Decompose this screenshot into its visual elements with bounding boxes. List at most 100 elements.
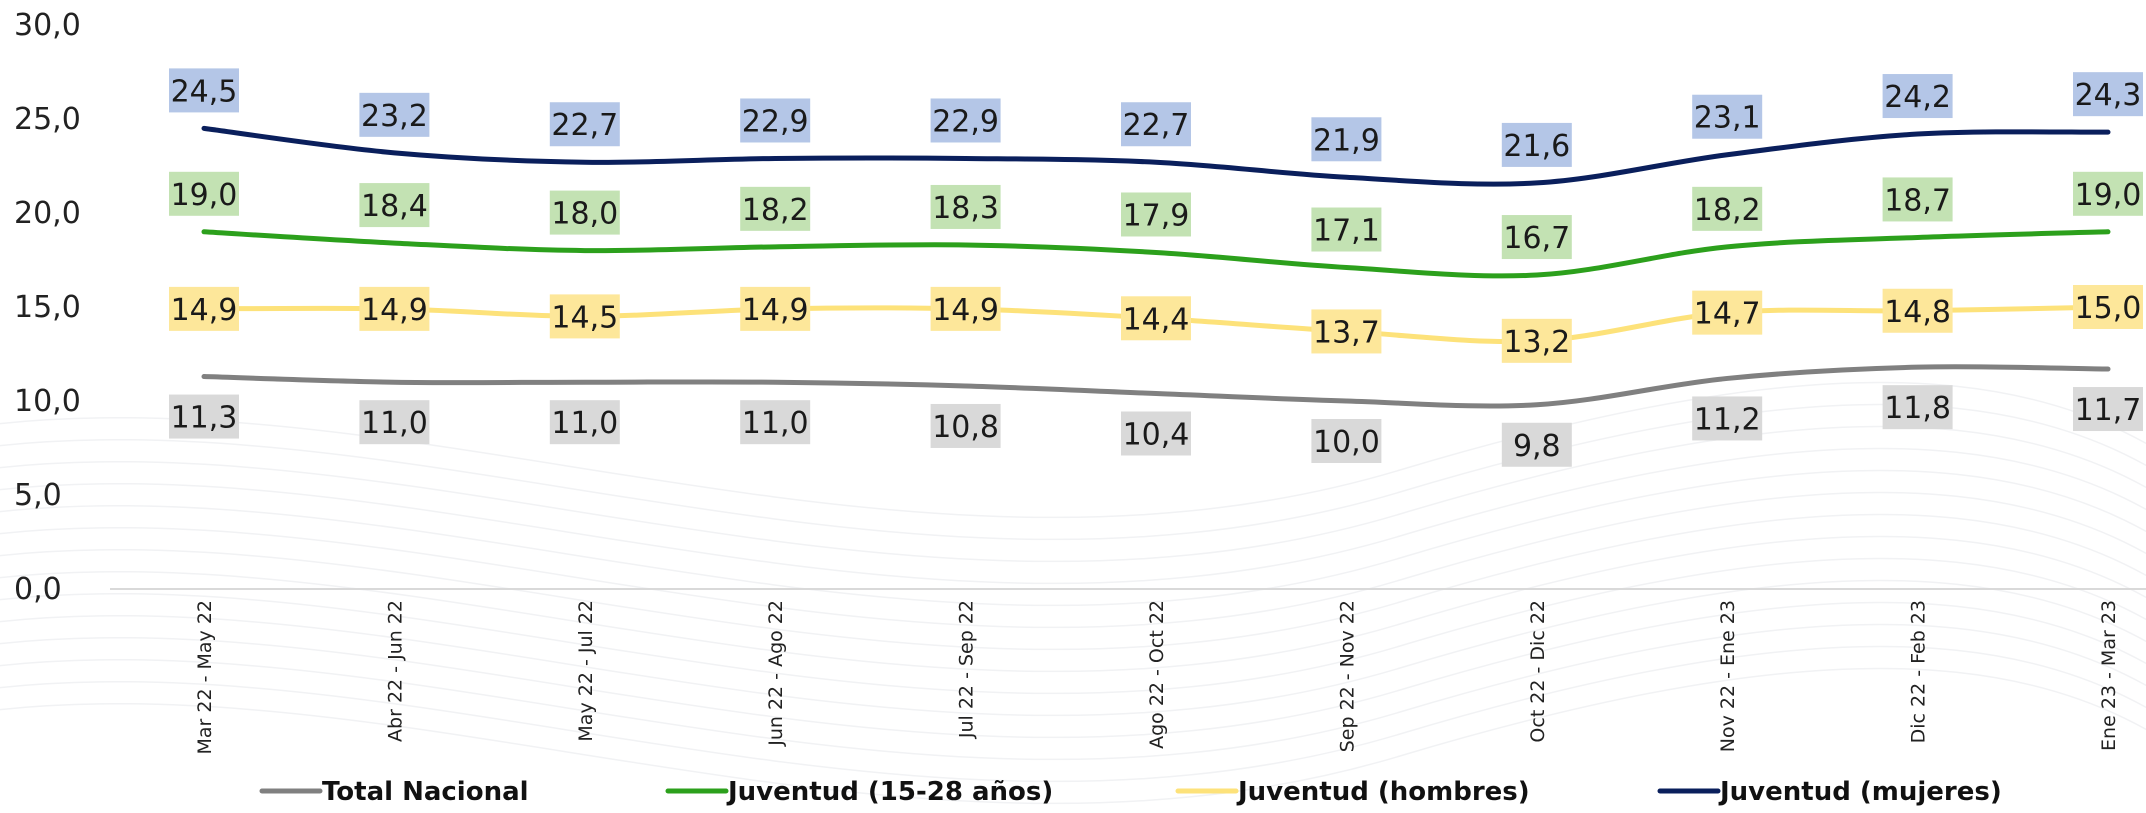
x-tick-label: Ene 23 - Mar 23	[2098, 600, 2120, 751]
y-axis: 0,05,010,015,020,025,030,0	[14, 8, 81, 607]
background-wave-pattern	[0, 382, 2146, 806]
data-label-text: 11,0	[361, 406, 428, 441]
data-label-text: 24,2	[1884, 80, 1951, 115]
data-label-text: 11,3	[171, 401, 238, 436]
data-label-text: 23,1	[1694, 101, 1761, 136]
x-tick-label: Jun 22 - Ago 22	[765, 600, 787, 747]
data-label-text: 11,0	[742, 406, 809, 441]
x-tick-label: Oct 22 - Dic 22	[1527, 600, 1549, 743]
data-label-text: 18,3	[932, 191, 999, 226]
data-label-text: 23,2	[361, 99, 428, 134]
x-tick-label: Mar 22 - May 22	[194, 600, 216, 755]
data-label-total-nacional: 11,7	[2073, 387, 2143, 431]
data-label-juventud-hombres: 14,9	[931, 287, 1001, 331]
data-label-text: 14,9	[932, 293, 999, 328]
data-label-text: 14,9	[742, 293, 809, 328]
data-label-text: 21,9	[1313, 123, 1380, 158]
x-tick-label: Nov 22 - Ene 23	[1717, 600, 1739, 752]
data-label-total-nacional: 11,3	[169, 395, 239, 439]
data-label-text: 10,8	[932, 410, 999, 445]
data-label-text: 24,5	[171, 74, 238, 109]
y-tick-label: 20,0	[14, 196, 81, 231]
data-label-total-nacional: 11,0	[550, 400, 620, 444]
data-label-text: 11,7	[2075, 393, 2142, 428]
data-label-juventud-15-28-a-os: 17,1	[1311, 208, 1381, 252]
data-label-total-nacional: 11,2	[1692, 396, 1762, 440]
x-tick-label: May 22 - Jul 22	[575, 600, 597, 742]
data-label-juventud-mujeres: 21,9	[1311, 117, 1381, 161]
data-label-total-nacional: 9,8	[1502, 423, 1572, 467]
background-wave	[0, 404, 2146, 542]
data-label-text: 13,7	[1313, 315, 1380, 350]
data-label-text: 10,4	[1123, 417, 1190, 452]
data-label-juventud-hombres: 13,7	[1311, 309, 1381, 353]
data-label-text: 18,0	[551, 197, 618, 232]
data-label-text: 19,0	[171, 178, 238, 213]
legend-label: Juventud (15-28 años)	[726, 777, 1053, 807]
x-tick-label: Sep 22 - Nov 22	[1336, 600, 1358, 752]
data-label-text: 14,9	[171, 293, 238, 328]
data-label-text: 11,2	[1694, 402, 1761, 437]
data-label-text: 15,0	[2075, 291, 2142, 326]
data-label-juventud-15-28-a-os: 18,7	[1883, 177, 1953, 221]
data-label-juventud-mujeres: 24,2	[1883, 74, 1953, 118]
data-label-total-nacional: 10,4	[1121, 411, 1191, 455]
y-tick-label: 25,0	[14, 102, 81, 137]
data-label-total-nacional: 11,8	[1883, 385, 1953, 429]
data-label-juventud-mujeres: 22,7	[550, 102, 620, 146]
data-label-juventud-hombres: 13,2	[1502, 319, 1572, 363]
x-tick-label: Dic 22 - Feb 23	[1908, 600, 1930, 743]
legend: Total Nacional Juventud (15-28 años) Juven…	[262, 777, 2002, 807]
data-label-text: 21,6	[1503, 129, 1570, 164]
data-label-text: 9,8	[1513, 429, 1561, 464]
x-axis: Mar 22 - May 22 Abr 22 - Jun 22 May 22 - J…	[194, 600, 2120, 755]
data-label-text: 14,7	[1694, 297, 1761, 332]
data-label-juventud-mujeres: 22,9	[740, 98, 810, 142]
legend-label: Total Nacional	[322, 777, 529, 807]
data-label-juventud-hombres: 14,9	[169, 287, 239, 331]
data-label-juventud-mujeres: 21,6	[1502, 123, 1572, 167]
data-labels: 11,3 11,0 11,0 11,0 10,8 10,4 10,0 9,8 11,2 11,8 1…	[169, 68, 2143, 466]
x-tick-label: Abr 22 - Jun 22	[384, 600, 406, 742]
data-label-text: 24,3	[2075, 78, 2142, 113]
x-tick-label: Ago 22 - Oct 22	[1146, 600, 1168, 749]
data-label-juventud-mujeres: 23,2	[359, 93, 429, 137]
data-label-juventud-mujeres: 24,5	[169, 68, 239, 112]
data-label-text: 14,5	[551, 300, 618, 335]
background-wave	[0, 382, 2146, 520]
x-tick-label: Jul 22 - Sep 22	[956, 600, 978, 739]
data-label-juventud-hombres: 14,9	[359, 287, 429, 331]
data-label-juventud-mujeres: 23,1	[1692, 95, 1762, 139]
data-label-juventud-hombres: 14,8	[1883, 289, 1953, 333]
data-label-text: 16,7	[1503, 221, 1570, 256]
data-label-text: 18,4	[361, 189, 428, 224]
data-label-juventud-hombres: 15,0	[2073, 285, 2143, 329]
data-label-total-nacional: 11,0	[740, 400, 810, 444]
data-label-juventud-15-28-a-os: 18,4	[359, 183, 429, 227]
data-label-text: 17,1	[1313, 214, 1380, 249]
data-label-juventud-hombres: 14,7	[1692, 291, 1762, 335]
legend-item-total-nacional: Total Nacional	[262, 777, 529, 807]
data-label-juventud-mujeres: 22,7	[1121, 102, 1191, 146]
data-label-text: 17,9	[1123, 198, 1190, 233]
data-label-text: 11,8	[1884, 391, 1951, 426]
data-label-text: 14,9	[361, 293, 428, 328]
data-label-text: 22,7	[1123, 108, 1190, 143]
data-label-text: 10,0	[1313, 425, 1380, 460]
data-label-text: 13,2	[1503, 325, 1570, 360]
data-label-juventud-hombres: 14,4	[1121, 296, 1191, 340]
data-label-text: 22,9	[742, 104, 809, 139]
data-label-juventud-15-28-a-os: 18,2	[740, 187, 810, 231]
y-tick-label: 15,0	[14, 290, 81, 325]
legend-label: Juventud (mujeres)	[1718, 777, 2002, 807]
data-label-total-nacional: 10,0	[1311, 419, 1381, 463]
legend-label: Juventud (hombres)	[1236, 777, 1530, 807]
y-tick-label: 30,0	[14, 8, 81, 43]
data-label-text: 22,7	[551, 108, 618, 143]
data-label-juventud-15-28-a-os: 16,7	[1502, 215, 1572, 259]
data-label-total-nacional: 11,0	[359, 400, 429, 444]
data-label-text: 18,2	[742, 193, 809, 228]
y-tick-label: 10,0	[14, 384, 81, 419]
y-tick-label: 5,0	[14, 478, 62, 513]
